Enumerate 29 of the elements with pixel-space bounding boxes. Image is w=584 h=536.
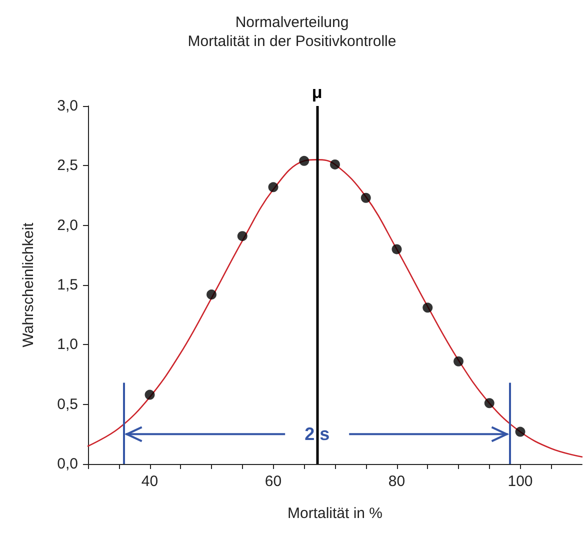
point: [206, 290, 216, 300]
point: [299, 156, 310, 166]
x-axis-title: Mortalität in %: [287, 505, 383, 522]
ref-line-label: μ: [312, 83, 322, 102]
chart-title: Normalverteilung: [235, 14, 349, 31]
y-tick-label: 0,5: [57, 396, 78, 413]
y-tick-label: 1,5: [57, 276, 78, 294]
point: [484, 398, 494, 408]
y-tick-label: 2,0: [57, 216, 78, 234]
x-tick-label: 40: [141, 473, 158, 490]
point: [360, 192, 371, 203]
x-tick-label: 80: [388, 473, 406, 490]
y-tick-label: 1,0: [57, 336, 78, 354]
chart-subtitle: Mortalität in der Positivkontrolle: [188, 33, 396, 50]
point: [454, 356, 464, 366]
point: [144, 390, 155, 400]
x-tick-label: 100: [508, 473, 533, 490]
annotation: 2 s: [304, 424, 330, 444]
point: [392, 244, 402, 254]
x-tick-label: 60: [264, 473, 282, 490]
point: [268, 182, 278, 192]
point: [422, 302, 433, 313]
y-axis-title: Wahrscheinlichkeit: [20, 222, 37, 348]
y-tick-label: 0,0: [57, 456, 78, 472]
point: [330, 159, 340, 170]
point: [515, 426, 526, 437]
y-tick-label: 3,0: [57, 98, 78, 114]
y-tick-label: 2,5: [57, 157, 78, 174]
point: [237, 231, 248, 242]
